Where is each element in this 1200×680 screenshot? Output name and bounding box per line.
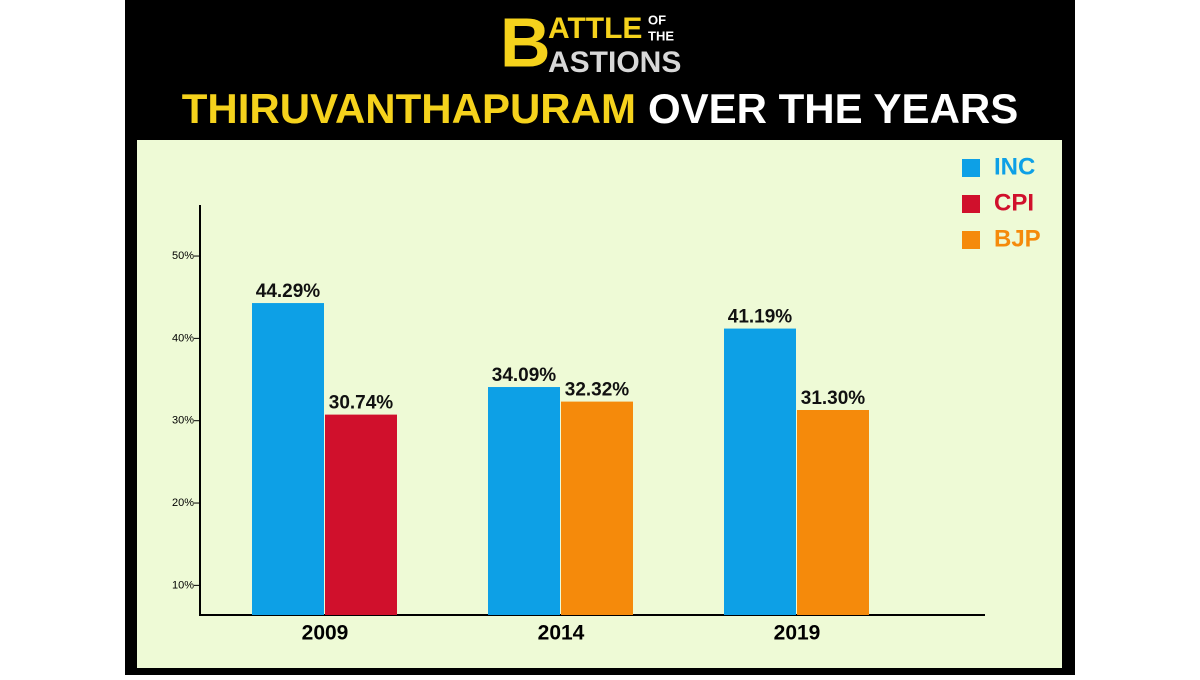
legend-swatch xyxy=(962,195,980,213)
y-tick-label: 20% xyxy=(172,497,194,509)
bar xyxy=(488,387,560,615)
value-label: 41.19% xyxy=(728,307,793,328)
value-label: 30.74% xyxy=(329,393,394,414)
legend-label: BJP xyxy=(994,225,1041,252)
title-rest: OVER THE YEARS xyxy=(648,85,1018,132)
bar xyxy=(724,328,796,615)
brand-small: THE xyxy=(648,28,674,43)
chart-title: THIRUVANTHAPURAM OVER THE YEARS xyxy=(182,85,1019,132)
value-label: 32.32% xyxy=(565,380,630,401)
brand-small: OF xyxy=(648,12,666,27)
value-label: 44.29% xyxy=(256,281,321,302)
x-tick-label: 2009 xyxy=(302,622,349,645)
brand-bottom: ASTIONS xyxy=(548,46,681,79)
y-tick-label: 10% xyxy=(172,579,194,591)
bar xyxy=(325,414,397,615)
brand-top: ATTLE xyxy=(548,12,642,45)
value-label: 34.09% xyxy=(492,365,557,386)
x-tick-label: 2014 xyxy=(538,622,585,645)
legend-swatch xyxy=(962,231,980,249)
y-tick-label: 50% xyxy=(172,250,194,262)
bar xyxy=(797,410,869,615)
bar xyxy=(252,303,324,615)
legend-label: INC xyxy=(994,153,1035,180)
value-label: 31.30% xyxy=(801,388,866,409)
y-tick-label: 30% xyxy=(172,415,194,427)
brand-initial: B xyxy=(500,3,551,81)
x-tick-label: 2019 xyxy=(774,622,821,645)
title-highlight: THIRUVANTHAPURAM xyxy=(182,85,636,132)
legend-label: CPI xyxy=(994,189,1034,216)
bar xyxy=(561,401,633,615)
y-tick-label: 40% xyxy=(172,332,194,344)
legend-swatch xyxy=(962,159,980,177)
